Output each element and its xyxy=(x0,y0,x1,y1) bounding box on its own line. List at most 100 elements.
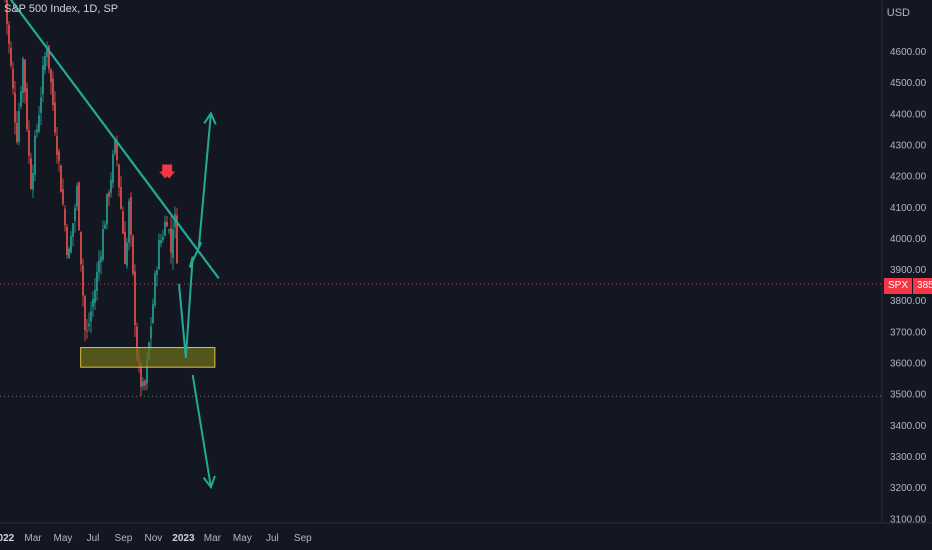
candle-body xyxy=(128,201,130,243)
candle-body xyxy=(116,140,118,161)
time-tick-label: Jul xyxy=(87,533,100,544)
price-tick-label: 3700.00 xyxy=(890,327,927,338)
candle-body xyxy=(98,260,100,273)
candle-body xyxy=(82,265,84,296)
annotations-group xyxy=(9,0,220,490)
resistance-trendline xyxy=(9,0,220,280)
time-axis-area xyxy=(0,523,932,550)
candle-body xyxy=(76,185,78,207)
time-tick-label: Mar xyxy=(204,533,222,544)
candle-body xyxy=(102,228,104,260)
time-tick-label: Sep xyxy=(294,533,312,544)
time-tick-label: 2022 xyxy=(0,533,15,544)
time-tick-label: Mar xyxy=(24,533,42,544)
price-tick-label: 3900.00 xyxy=(890,265,927,276)
candle-body xyxy=(68,248,70,259)
candle-body xyxy=(24,59,26,92)
projection-up-path xyxy=(177,113,212,358)
candle-body xyxy=(118,164,120,188)
candle-body xyxy=(140,363,142,388)
candle-body xyxy=(6,0,8,24)
candle-body xyxy=(18,110,20,142)
candle-body xyxy=(122,211,124,234)
price-tick-label: 3500.00 xyxy=(890,390,927,401)
candle-body xyxy=(40,97,42,113)
price-tick-label: 4300.00 xyxy=(890,140,927,151)
candle-body xyxy=(64,208,66,226)
candle-body xyxy=(62,189,64,205)
candle-body xyxy=(146,358,148,384)
candle-body xyxy=(176,215,178,264)
candle-body xyxy=(22,58,24,94)
candle-body xyxy=(80,231,82,265)
candle-body xyxy=(28,129,30,156)
time-axis-ticks: 2022 Mar May Jul Sep Nov 2023 Mar May Jul Sep xyxy=(0,533,312,544)
candle-body xyxy=(86,330,88,332)
price-tick-label: 4100.00 xyxy=(890,203,927,214)
candle-body xyxy=(162,237,164,240)
candle-body xyxy=(44,55,46,70)
candle-body xyxy=(70,236,72,253)
projection-up-arrowhead xyxy=(203,111,217,125)
price-tag-symbol: SPX xyxy=(884,278,913,294)
chart-title: S&P 500 Index, 1D, SP xyxy=(4,3,119,15)
candle-body xyxy=(152,303,154,324)
candle-body xyxy=(26,88,28,130)
candle-body xyxy=(16,123,18,143)
candle-body xyxy=(106,193,108,225)
price-tick-label: 3300.00 xyxy=(890,452,927,463)
candle-body xyxy=(58,151,60,162)
candle-body xyxy=(50,69,52,83)
candle-body xyxy=(170,228,172,253)
candle-body xyxy=(142,381,144,387)
price-tick-label: 3800.00 xyxy=(890,296,927,307)
candle-body xyxy=(160,240,162,244)
candle-body xyxy=(56,135,58,155)
candle-body xyxy=(172,229,174,258)
price-tick-label: 3400.00 xyxy=(890,421,927,432)
time-tick-label: May xyxy=(54,533,73,544)
price-tick-label: 4600.00 xyxy=(890,47,927,58)
candle-body xyxy=(10,47,12,66)
support-zone xyxy=(80,347,216,368)
candle-body xyxy=(38,115,40,132)
candle-body xyxy=(90,311,92,322)
candle-body xyxy=(30,158,32,189)
candle-body xyxy=(154,273,156,306)
price-tick-label: 4500.00 xyxy=(890,78,927,89)
candle-body xyxy=(20,91,22,107)
candle-body xyxy=(66,226,68,256)
candle-body xyxy=(32,173,34,190)
candle-body xyxy=(84,296,86,331)
candle-body xyxy=(124,231,126,264)
time-tick-label: Jul xyxy=(266,533,279,544)
candle-body xyxy=(8,24,10,44)
candle-body xyxy=(34,135,36,175)
candle-body xyxy=(12,68,14,89)
candle-body xyxy=(134,271,136,326)
candle-body xyxy=(164,221,166,236)
last-price-tag: SPX 3852.35 xyxy=(884,278,932,294)
candle-body xyxy=(100,256,102,263)
projection-down-arrowhead xyxy=(202,475,216,490)
price-tick-label: 3100.00 xyxy=(890,514,927,525)
candle-body xyxy=(112,154,114,183)
candle-body xyxy=(46,49,48,57)
candle-body xyxy=(72,223,74,237)
time-tick-label: Sep xyxy=(115,533,133,544)
reference-line-group xyxy=(0,283,882,397)
candle-body xyxy=(114,138,116,154)
candle-body xyxy=(150,326,152,339)
currency-label: USD xyxy=(886,7,910,19)
price-tick-label: 4200.00 xyxy=(890,172,927,183)
candle-body xyxy=(96,271,98,291)
candle-body xyxy=(36,129,38,133)
price-tick-label: 3200.00 xyxy=(890,483,927,494)
candle-body xyxy=(74,207,76,222)
candle-body xyxy=(54,102,56,133)
time-tick-label: Nov xyxy=(145,533,163,544)
candle-body xyxy=(168,229,170,231)
candle-body xyxy=(78,182,80,230)
